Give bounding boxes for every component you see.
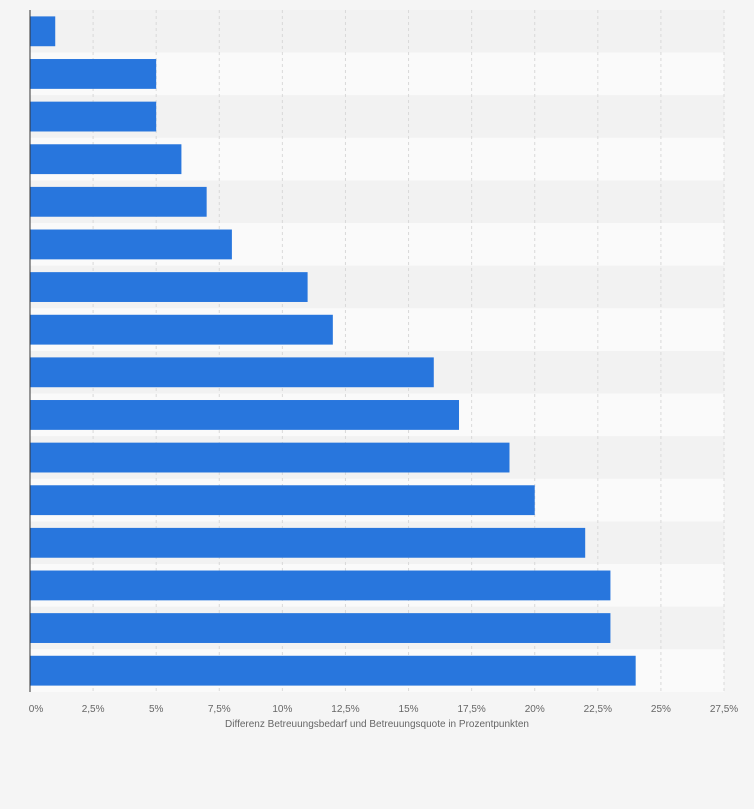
bar[interactable] xyxy=(30,186,207,217)
x-tick-label: 7,5% xyxy=(208,704,231,715)
bar[interactable] xyxy=(30,101,157,132)
x-tick-label: 15% xyxy=(399,704,419,715)
bar[interactable] xyxy=(30,229,232,260)
bar[interactable] xyxy=(30,570,611,601)
x-tick-labels: 0% 2,5% 5% 7,5% 10% 12,5% 15% 17,5% 20% 22,5% 25% 2… xyxy=(29,704,739,715)
x-tick-label: 27,5% xyxy=(710,704,738,715)
x-tick-label: 10% xyxy=(272,704,292,715)
bar[interactable] xyxy=(30,400,460,430)
x-tick-label: 17,5% xyxy=(457,704,485,715)
x-tick-label: 2,5% xyxy=(82,704,105,715)
bar[interactable] xyxy=(30,655,636,686)
x-tick-label: 25% xyxy=(651,704,671,715)
bar[interactable] xyxy=(30,16,56,47)
x-tick-label: 20% xyxy=(525,704,545,715)
bar[interactable] xyxy=(30,272,308,302)
bar[interactable] xyxy=(30,613,611,643)
bars xyxy=(30,16,636,686)
x-axis-title: Differenz Betreuungsbedarf und Betreuung… xyxy=(225,719,529,730)
bar[interactable] xyxy=(30,314,333,345)
x-tick-label: 22,5% xyxy=(584,704,612,715)
bar[interactable] xyxy=(30,357,434,388)
row-band xyxy=(30,10,724,53)
bar[interactable] xyxy=(30,144,182,175)
x-tick-label: 12,5% xyxy=(331,704,359,715)
bar[interactable] xyxy=(30,59,157,89)
bar[interactable] xyxy=(30,527,586,558)
bar[interactable] xyxy=(30,442,510,473)
x-tick-label: 5% xyxy=(149,704,164,715)
x-tick-label: 0% xyxy=(29,704,44,715)
bar[interactable] xyxy=(30,485,535,516)
